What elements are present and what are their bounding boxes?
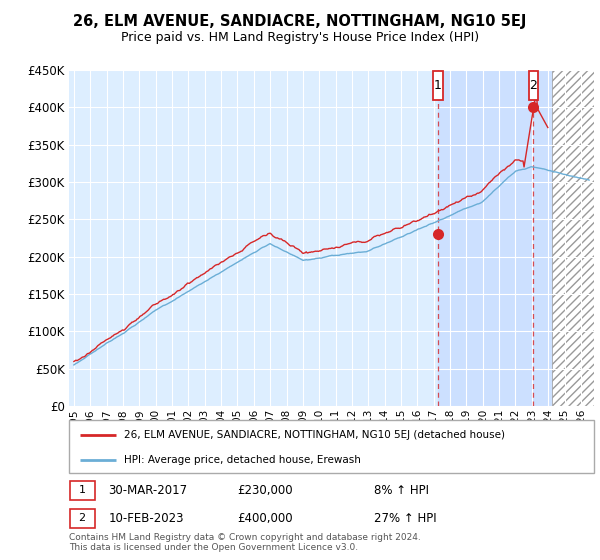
Text: 1: 1	[79, 486, 86, 496]
Text: Contains HM Land Registry data © Crown copyright and database right 2024.: Contains HM Land Registry data © Crown c…	[69, 533, 421, 542]
Text: 2: 2	[530, 79, 538, 92]
FancyBboxPatch shape	[69, 420, 594, 473]
Text: 2: 2	[79, 513, 86, 523]
Text: 30-MAR-2017: 30-MAR-2017	[109, 484, 187, 497]
Text: £400,000: £400,000	[237, 512, 293, 525]
Text: 8% ↑ HPI: 8% ↑ HPI	[373, 484, 428, 497]
Text: This data is licensed under the Open Government Licence v3.0.: This data is licensed under the Open Gov…	[69, 543, 358, 552]
Text: 27% ↑ HPI: 27% ↑ HPI	[373, 512, 436, 525]
Text: 26, ELM AVENUE, SANDIACRE, NOTTINGHAM, NG10 5EJ (detached house): 26, ELM AVENUE, SANDIACRE, NOTTINGHAM, N…	[124, 430, 505, 440]
Text: HPI: Average price, detached house, Erewash: HPI: Average price, detached house, Erew…	[124, 455, 361, 465]
FancyBboxPatch shape	[70, 508, 95, 528]
FancyBboxPatch shape	[70, 481, 95, 500]
Text: 26, ELM AVENUE, SANDIACRE, NOTTINGHAM, NG10 5EJ: 26, ELM AVENUE, SANDIACRE, NOTTINGHAM, N…	[73, 14, 527, 29]
Text: Price paid vs. HM Land Registry's House Price Index (HPI): Price paid vs. HM Land Registry's House …	[121, 31, 479, 44]
FancyBboxPatch shape	[433, 72, 443, 100]
Text: 1: 1	[434, 79, 442, 92]
Text: 10-FEB-2023: 10-FEB-2023	[109, 512, 184, 525]
FancyBboxPatch shape	[529, 72, 538, 100]
Bar	[552, 70, 594, 406]
Bar	[438, 70, 552, 406]
Text: £230,000: £230,000	[237, 484, 293, 497]
